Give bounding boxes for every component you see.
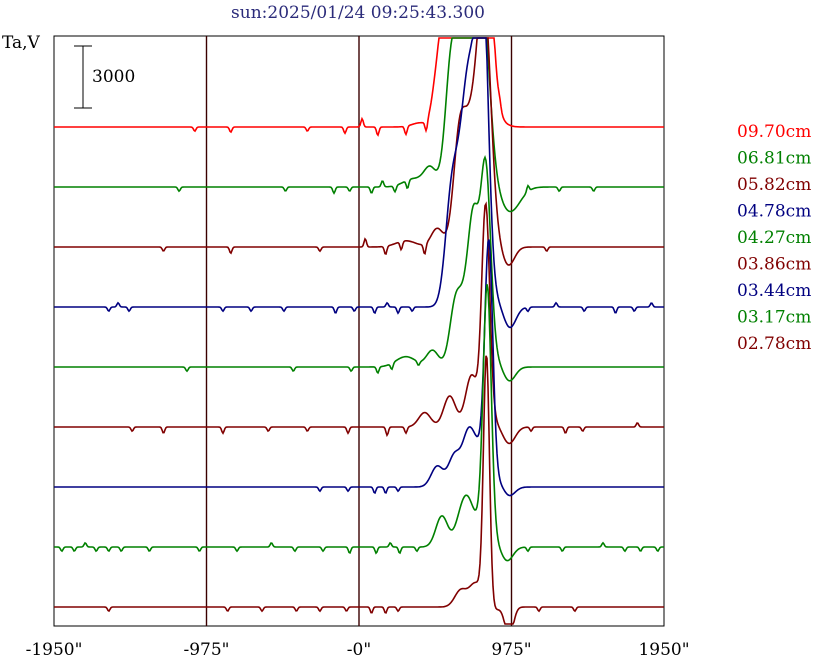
legend-entry-0: 09.70cm (737, 122, 811, 142)
series-line-6 (54, 239, 664, 497)
x-tick-label-1: -975" (183, 640, 229, 660)
legend-entry-1: 06.81cm (737, 149, 811, 169)
legend-entry-8: 02.78cm (737, 334, 811, 354)
scale-bar: 3000 (74, 45, 135, 109)
series-line-8 (54, 355, 664, 625)
series-line-1 (54, 37, 664, 213)
legend-entry-3: 04.78cm (737, 202, 811, 222)
series-line-3 (54, 37, 664, 329)
x-tick-label-3: 975" (491, 640, 531, 660)
series-line-2 (54, 37, 664, 266)
vertical-gridlines (205, 36, 513, 626)
legend-entry-4: 04.27cm (737, 228, 811, 248)
scale-bar-label: 3000 (92, 67, 135, 87)
legend-entry-6: 03.44cm (737, 281, 811, 301)
series-line-4 (54, 155, 664, 382)
y-axis-label: Ta,V (2, 33, 41, 53)
legend-entry-5: 03.86cm (737, 255, 811, 275)
x-tick-label-4: 1950" (638, 640, 689, 660)
series-line-7 (54, 284, 664, 562)
legend-entry-2: 05.82cm (737, 175, 811, 195)
series-line-5 (54, 201, 664, 445)
legend-entry-7: 03.17cm (737, 308, 811, 328)
x-axis-ticks: -1950" -975" -0" 975" 1950" (26, 640, 690, 660)
x-tick-label-0: -1950" (26, 640, 83, 660)
x-tick-label-2: -0" (347, 640, 371, 660)
series-line-0 (54, 37, 664, 137)
series-group (54, 37, 664, 625)
chart-title: sun:2025/01/24 09:25:43.300 (231, 3, 485, 23)
legend: 09.70cm 06.81cm 05.82cm 04.78cm 04.27cm 03.86… (737, 122, 811, 354)
